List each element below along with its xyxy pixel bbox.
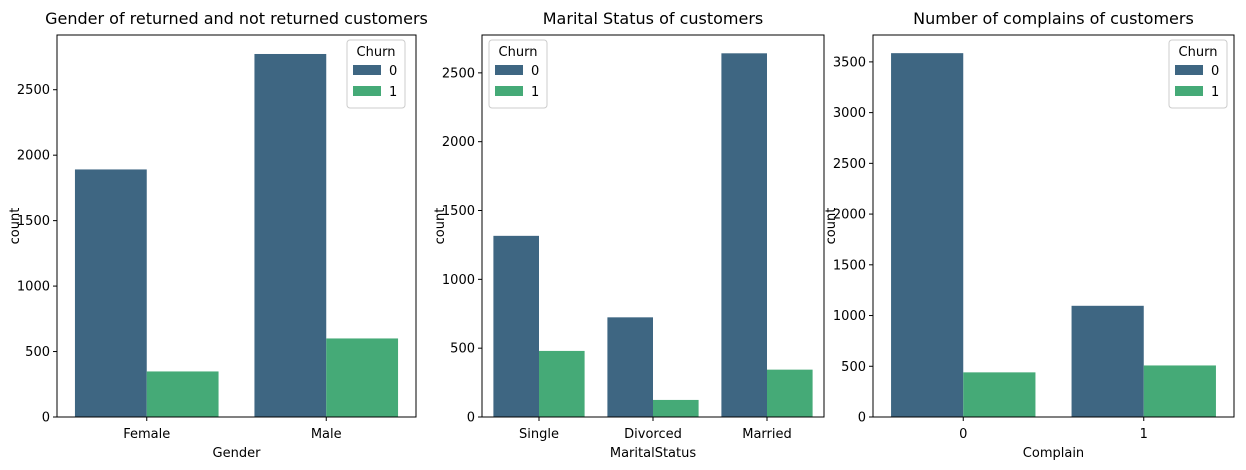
legend-swatch-churn-1 [1175,86,1203,96]
bar-male-churn-0 [254,53,327,417]
chart-title: Number of complains of customers [913,9,1194,28]
x-axis-label: Gender [213,446,262,461]
y-tick-label: 2000 [833,208,866,223]
legend-label: 0 [1211,64,1219,79]
y-tick-label: 1500 [833,258,866,273]
legend-swatch-churn-1 [495,86,523,96]
y-tick-label: 1000 [17,280,50,295]
y-tick-label: 0 [42,411,50,426]
bar-single-churn-0 [493,235,539,417]
legend-swatch-churn-0 [495,65,523,75]
legend-swatch-churn-0 [353,65,381,75]
bar-divorced-churn-1 [653,399,699,417]
x-tick-label: 0 [959,427,967,442]
legend-label: 1 [389,85,397,100]
legend-title: Churn [499,45,538,60]
bar-0-churn-0 [891,53,964,417]
y-tick-label: 2500 [17,83,50,98]
chart-panel-2: Marital Status of customers 0 500 1000 1500 2… [433,9,825,461]
bar-male-churn-1 [326,338,399,417]
bar-divorced-churn-0 [607,317,653,417]
y-tick-label: 500 [841,360,866,375]
legend: Churn 0 1 [488,39,548,109]
y-tick-label: 500 [25,345,50,360]
legend-label: 1 [1211,85,1219,100]
chart-title: Marital Status of customers [543,9,764,28]
x-axis-label: MaritalStatus [610,446,696,461]
legend: Churn 0 1 [346,39,406,109]
y-tick-label: 1500 [442,204,475,219]
legend-title: Churn [357,45,396,60]
bar-married-churn-0 [721,53,767,417]
legend-swatch-churn-0 [1175,65,1203,75]
y-axis-label: count [824,208,839,245]
y-tick-label: 500 [450,342,475,357]
legend-label: 0 [389,64,397,79]
x-tick-label: 1 [1140,427,1148,442]
y-axis-label: count [433,208,448,245]
y-tick-label: 0 [858,411,866,426]
bar-married-churn-1 [767,369,813,417]
chart-panel-3: Number of complains of customers 0 500 1000… [824,9,1235,461]
y-axis-label: count [8,208,23,245]
legend: Churn 0 1 [1168,39,1228,109]
x-tick-label: Male [311,427,342,442]
bar-single-churn-1 [539,350,585,417]
y-tick-label: 1500 [17,214,50,229]
y-tick-label: 2500 [833,157,866,172]
chart-title: Gender of returned and not returned cust… [45,9,428,28]
bar-1-churn-0 [1071,305,1144,417]
y-tick-label: 0 [467,411,475,426]
x-axis-label: Complain [1023,446,1084,461]
x-tick-label: Divorced [624,427,682,442]
bar-female-churn-0 [74,169,147,417]
legend-title: Churn [1179,45,1218,60]
bar-female-churn-1 [146,371,219,417]
x-tick-label: Married [742,427,792,442]
legend-label: 0 [531,64,539,79]
x-tick-label: Female [123,427,170,442]
legend-label: 1 [531,85,539,100]
y-tick-label: 3000 [833,106,866,121]
y-tick-label: 2000 [442,135,475,150]
y-tick-label: 2000 [17,149,50,164]
axes-frame [872,34,1235,418]
y-tick-label: 3500 [833,55,866,70]
y-tick-label: 2500 [442,66,475,81]
legend-swatch-churn-1 [353,86,381,96]
bar-0-churn-1 [963,372,1036,417]
bar-1-churn-1 [1143,365,1216,417]
chart-panel-1: Gender of returned and not returned cust… [8,9,428,461]
y-tick-label: 1000 [833,309,866,324]
x-tick-label: Single [519,427,559,442]
axes-frame [56,34,417,418]
y-tick-label: 1000 [442,273,475,288]
